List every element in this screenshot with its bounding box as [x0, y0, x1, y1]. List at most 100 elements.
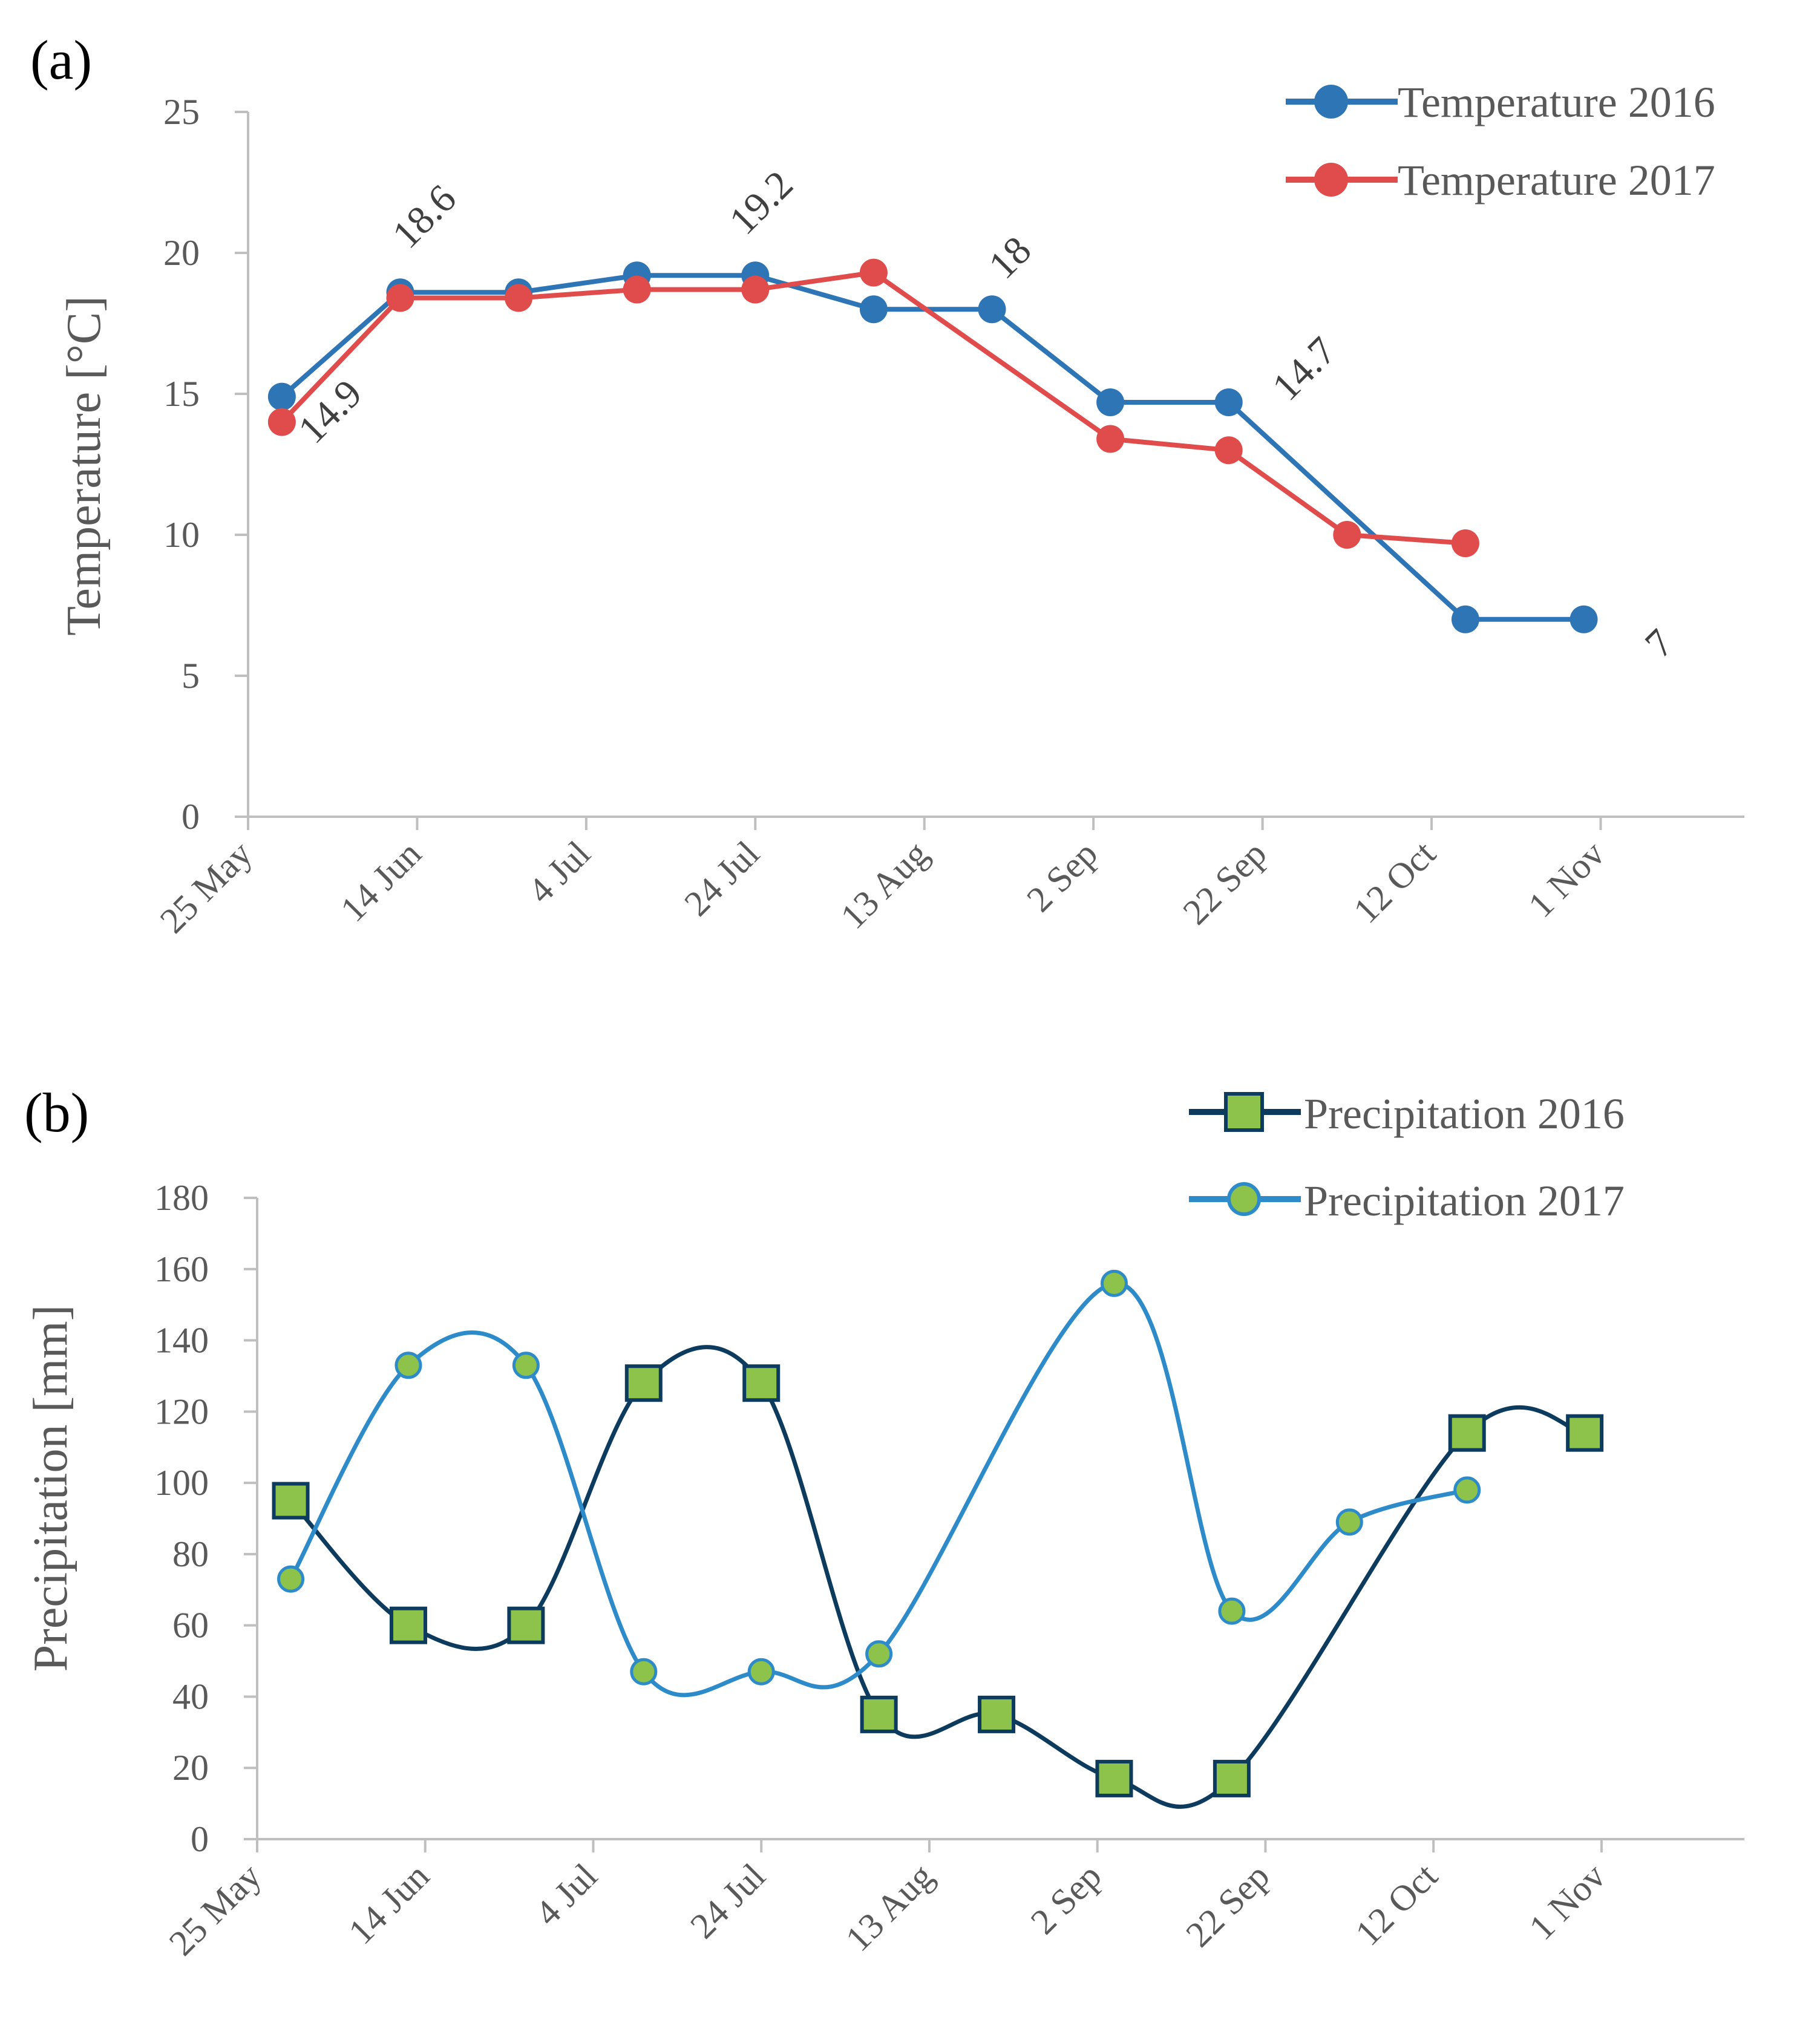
legend: Precipitation 2016 Precipitation 2017 [1189, 1090, 1625, 1225]
x-tick-label: 2 Sep [1023, 1856, 1109, 1942]
data-point [623, 275, 651, 304]
data-point [747, 1658, 775, 1685]
legend-label: Precipitation 2016 [1304, 1090, 1625, 1138]
x-tick-label: 1 Nov [1520, 834, 1612, 926]
x-tick-label: 25 May [162, 1856, 269, 1963]
data-point [978, 1695, 1016, 1733]
data-point [1448, 1414, 1486, 1452]
panel-label-a: (a) [30, 29, 92, 91]
data-point [1333, 521, 1361, 549]
legend-marker [1314, 85, 1348, 119]
data-point [505, 284, 533, 312]
data-label: 14.9 [290, 371, 370, 452]
y-tick-label: 0 [182, 797, 200, 837]
data-point [860, 1695, 898, 1733]
y-tick-label: 140 [154, 1321, 209, 1361]
tick-labels: 0 20 40 60 80 100 120 140 160 180 25 May 14 Jun 4 Ju… [154, 1178, 1613, 1963]
data-point [267, 382, 296, 411]
data-point [267, 408, 296, 436]
data-point [1214, 436, 1243, 465]
x-tick-label: 14 Jun [333, 834, 429, 930]
y-tick-label: 5 [182, 656, 200, 696]
data-point [272, 1482, 310, 1520]
legend-marker [1227, 1182, 1261, 1216]
x-tick-label: 14 Jun [341, 1856, 437, 1952]
data-label: 18.6 [384, 176, 465, 257]
y-tick-label: 25 [163, 92, 200, 132]
x-tick-label: 12 Oct [1346, 833, 1443, 930]
x-tick-label: 2 Sep [1019, 834, 1105, 920]
y-axis-label: Precipitation [mm] [24, 1305, 77, 1672]
x-tick-label: 22 Sep [1178, 1856, 1277, 1955]
x-tick-label: 4 Jul [528, 1856, 605, 1934]
x-tick-label: 13 Aug [838, 1856, 941, 1959]
data-point [1095, 1759, 1133, 1797]
y-tick-label: 120 [154, 1391, 209, 1431]
data-point [859, 258, 888, 287]
series-line [289, 1281, 1470, 1698]
axes [235, 111, 1744, 830]
data-point [1214, 388, 1243, 416]
y-tick-label: 20 [163, 233, 200, 273]
data-point [865, 1640, 893, 1668]
y-tick-label: 40 [172, 1676, 209, 1716]
data-point [978, 295, 1006, 324]
data-point [742, 1364, 781, 1402]
data-point [1570, 605, 1598, 633]
x-tick-label: 13 Aug [833, 834, 935, 937]
axes [244, 1197, 1744, 1852]
data-point [1096, 388, 1125, 416]
panel-label-b: (b) [24, 1082, 89, 1143]
data-point [624, 1364, 663, 1402]
x-tick-label: 24 Jul [682, 1856, 773, 1946]
series-group [272, 1269, 1604, 1809]
data-point [1451, 529, 1479, 557]
data-labels: 14.9 18.6 19.2 18 14.7 7 [290, 162, 1682, 666]
y-tick-label: 100 [154, 1463, 209, 1503]
data-point [1213, 1759, 1251, 1797]
x-tick-label: 1 Nov [1522, 1856, 1614, 1948]
y-tick-label: 15 [163, 374, 200, 414]
data-point [512, 1352, 540, 1379]
data-point [389, 1606, 427, 1644]
series-line [280, 273, 1584, 622]
x-tick-label: 4 Jul [520, 834, 598, 911]
series-group [267, 258, 1598, 633]
series-line [280, 270, 1466, 546]
legend-label: Temperature 2016 [1398, 78, 1715, 126]
data-point [859, 295, 888, 324]
data-label: 7 [1637, 621, 1682, 666]
temperature-chart: (a) Temperature [°C] 0 5 10 15 20 25 25 May 14 … [30, 29, 1744, 941]
data-point [630, 1658, 658, 1685]
series-line [289, 1345, 1587, 1809]
data-label: 14.7 [1264, 329, 1344, 409]
data-point [1451, 605, 1479, 633]
legend-label: Temperature 2017 [1398, 156, 1715, 204]
data-point [507, 1606, 545, 1644]
data-label: 18 [980, 228, 1039, 287]
legend-marker [1314, 163, 1348, 197]
data-point [1566, 1414, 1604, 1452]
y-tick-label: 60 [172, 1606, 209, 1646]
data-point [277, 1565, 305, 1593]
x-tick-label: 25 May [152, 834, 260, 941]
x-tick-label: 12 Oct [1347, 1855, 1445, 1953]
data-point [1218, 1597, 1246, 1625]
y-tick-label: 160 [154, 1249, 209, 1289]
data-point [386, 284, 414, 312]
data-label: 19.2 [721, 162, 801, 243]
legend: Temperature 2016 Temperature 2017 [1286, 78, 1715, 204]
x-tick-label: 22 Sep [1175, 834, 1274, 932]
y-tick-label: 0 [191, 1819, 209, 1859]
legend-marker [1224, 1092, 1264, 1132]
y-tick-label: 180 [154, 1178, 209, 1218]
y-tick-label: 10 [163, 515, 200, 555]
data-point [394, 1352, 422, 1379]
data-point [1335, 1508, 1363, 1536]
tick-labels: 0 5 10 15 20 25 25 May 14 Jun 4 Jul 24 Jul 13 Aug 2… [152, 92, 1612, 941]
data-point [1096, 425, 1125, 453]
precipitation-chart: (b) Precipitation [mm] 0 20 40 60 80 100 120 14… [24, 1082, 1744, 1963]
y-axis-label: Temperature [°C] [57, 296, 111, 636]
y-tick-label: 20 [172, 1748, 209, 1788]
